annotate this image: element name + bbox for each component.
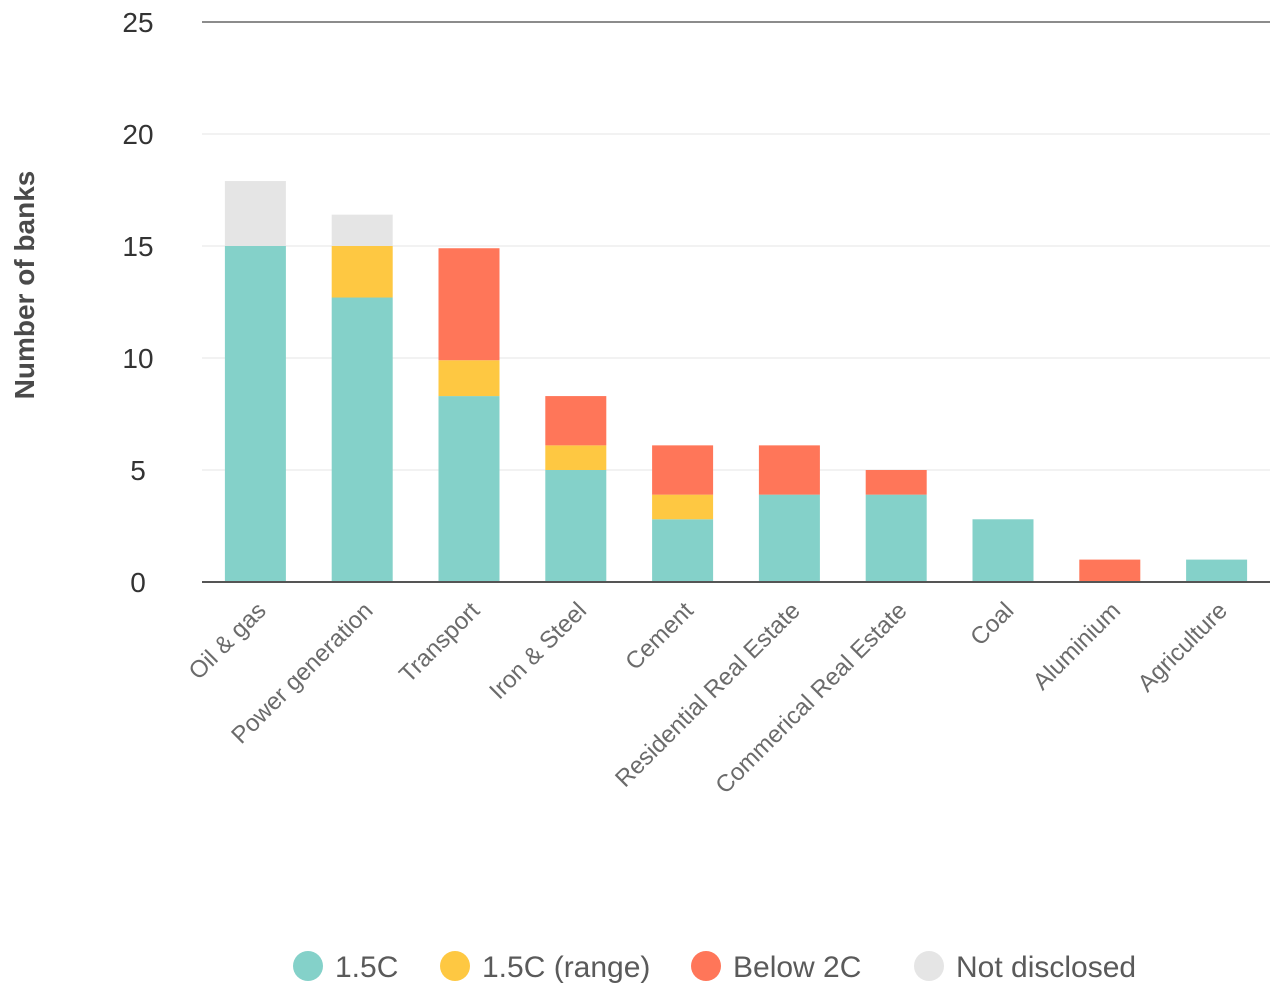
legend-swatch-1-5c <box>293 951 323 981</box>
legend: 1.5C 1.5C (range) Below 2C Not disclosed <box>293 951 1136 984</box>
bar-residential-real-estate-below-2c <box>758 445 820 495</box>
bar-coal-1-5c <box>972 519 1034 582</box>
y-axis-ticks: 0 5 10 15 20 25 <box>122 7 153 598</box>
x-tick-label: Iron & Steel <box>484 597 592 705</box>
x-tick-label: Coal <box>965 597 1019 651</box>
bars <box>224 181 1248 582</box>
bar-power-generation-not-disclosed <box>331 214 393 246</box>
bar-residential-real-estate-1-5c <box>758 494 820 582</box>
bar-transport-1-5c-range <box>438 360 500 397</box>
y-tick-label: 0 <box>130 567 146 598</box>
bar-commerical-real-estate-below-2c <box>865 470 927 495</box>
bar-iron-steel-1-5c-range <box>545 445 607 470</box>
x-tick-label: Agriculture <box>1133 597 1233 697</box>
y-axis-title: Number of banks <box>9 171 40 400</box>
x-tick-label: Transport <box>394 597 485 688</box>
bar-transport-below-2c <box>438 248 500 361</box>
legend-swatch-not-disclosed <box>914 951 944 981</box>
bar-cement-below-2c <box>652 445 714 495</box>
y-tick-label: 20 <box>122 119 153 150</box>
legend-swatch-below-2c <box>691 951 721 981</box>
legend-swatch-1-5c-range <box>440 951 470 981</box>
bar-agriculture-1-5c <box>1186 559 1248 582</box>
y-tick-label: 25 <box>122 7 153 38</box>
bar-power-generation-1-5c-range <box>331 246 393 298</box>
legend-label-below-2c: Below 2C <box>733 951 861 984</box>
y-tick-label: 15 <box>122 231 153 262</box>
bar-cement-1-5c <box>652 519 714 582</box>
bar-oil-gas-not-disclosed <box>224 181 286 246</box>
bar-aluminium-below-2c <box>1079 559 1141 582</box>
x-tick-label: Residential Real Estate <box>610 597 805 792</box>
legend-label-1-5c: 1.5C <box>335 951 398 984</box>
bar-oil-gas-1-5c <box>224 246 286 582</box>
x-tick-label: Aluminium <box>1028 597 1126 695</box>
legend-label-1-5c-range: 1.5C (range) <box>482 951 650 984</box>
bar-transport-1-5c <box>438 396 500 582</box>
y-tick-label: 10 <box>122 343 153 374</box>
bar-cement-1-5c-range <box>652 494 714 520</box>
bar-iron-steel-1-5c <box>545 470 607 582</box>
legend-label-not-disclosed: Not disclosed <box>956 951 1136 984</box>
x-tick-label: Cement <box>620 597 699 676</box>
bar-commerical-real-estate-1-5c <box>865 494 927 582</box>
bar-power-generation-1-5c <box>331 297 393 582</box>
x-tick-label: Oil & gas <box>184 597 272 685</box>
x-tick-label: Commerical Real Estate <box>710 597 912 799</box>
y-tick-label: 5 <box>130 455 146 486</box>
bar-iron-steel-below-2c <box>545 396 607 446</box>
